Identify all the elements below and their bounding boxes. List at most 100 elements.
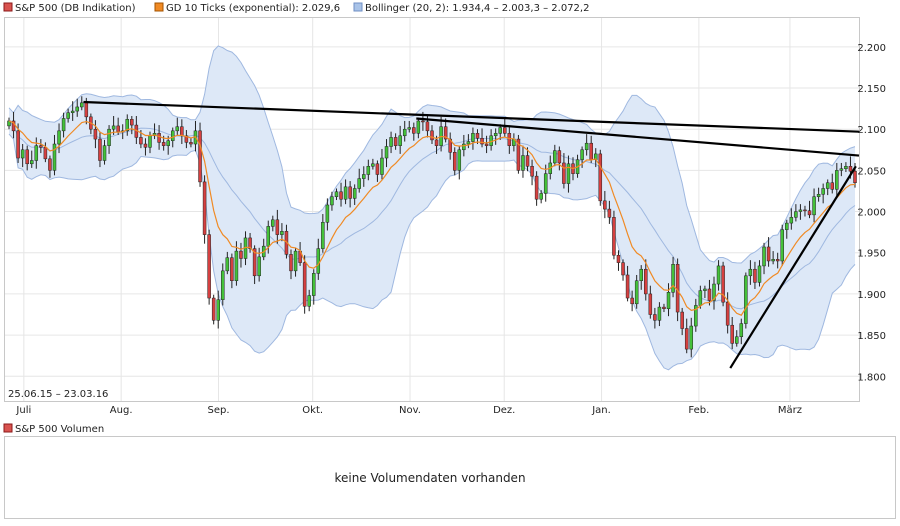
candlestick <box>366 159 371 181</box>
y-tick-label: 1.800 <box>857 372 886 383</box>
y-axis-ticks: 1.800 1.850 1.900 1.950 2.000 2.050 2.100 2.150… <box>857 43 886 383</box>
candle-body <box>316 248 321 274</box>
candlestick <box>798 204 803 220</box>
candlestick <box>739 318 744 345</box>
candlestick <box>521 145 525 178</box>
candlestick <box>484 135 489 154</box>
candlestick <box>248 232 252 253</box>
candle-body <box>330 196 334 206</box>
candlestick <box>61 112 66 138</box>
candle-body <box>757 265 762 283</box>
candlestick <box>671 256 675 298</box>
candlestick <box>725 292 730 334</box>
candlestick <box>375 160 380 182</box>
candlestick <box>516 134 521 174</box>
candlestick <box>7 117 11 130</box>
candle-body <box>43 147 48 160</box>
candlestick <box>207 229 211 305</box>
bollinger-band-fill <box>9 46 855 370</box>
candlestick <box>239 242 243 268</box>
candle-body <box>830 182 835 190</box>
candlesticks <box>7 96 857 358</box>
candle-body <box>170 130 175 141</box>
candlestick <box>425 114 430 138</box>
candlestick <box>380 148 384 180</box>
candle-body <box>812 196 816 216</box>
candlestick <box>143 138 148 156</box>
candle-body <box>762 246 766 267</box>
candlestick <box>553 144 557 167</box>
candlestick <box>748 260 753 285</box>
candle-body <box>675 264 680 313</box>
candle-body <box>621 262 625 276</box>
candle-body <box>634 280 639 305</box>
candlestick <box>107 125 111 154</box>
candlestick <box>821 183 825 204</box>
candlestick <box>807 200 812 219</box>
candlestick <box>70 101 75 121</box>
legend-label-bollinger: Bollinger (20, 2): 1.934,4 – 2.003,3 – 2… <box>365 3 589 14</box>
candle-body <box>425 121 430 132</box>
candle-body <box>407 127 412 130</box>
candle-body <box>216 299 220 321</box>
candlestick <box>311 269 316 305</box>
candle-body <box>157 133 161 143</box>
candlestick <box>352 184 357 205</box>
candlestick <box>785 219 789 239</box>
candlestick <box>839 162 844 177</box>
candle-body <box>339 191 343 200</box>
candle-body <box>666 292 671 310</box>
candlestick <box>771 251 775 265</box>
candle-body <box>507 133 512 146</box>
candle-body <box>184 135 189 143</box>
candlestick <box>202 175 207 244</box>
candlestick <box>16 123 20 163</box>
candlestick <box>230 253 234 289</box>
candlestick <box>753 261 757 289</box>
ema-line <box>8 120 856 316</box>
candle-body <box>348 186 352 199</box>
candle-body <box>835 170 839 190</box>
candle-body <box>580 149 584 160</box>
x-tick-label: Dez. <box>493 405 515 416</box>
candle-body <box>598 153 603 202</box>
candle-body <box>630 297 634 305</box>
y-tick-label: 1.950 <box>857 249 886 260</box>
candlestick <box>471 127 475 150</box>
candlestick <box>29 150 34 168</box>
candle-body <box>684 328 689 350</box>
candlestick <box>712 276 716 310</box>
candle-body <box>211 297 216 321</box>
candlestick <box>234 241 239 286</box>
candle-body <box>457 149 462 171</box>
candlestick <box>598 149 603 206</box>
legend-swatch-ema <box>154 2 164 12</box>
candle-body <box>93 128 98 140</box>
candlestick <box>721 261 725 307</box>
candlestick <box>694 298 698 332</box>
volume-legend-label: S&P 500 Volumen <box>15 424 104 435</box>
candlestick <box>648 285 653 319</box>
candle-body <box>653 314 657 321</box>
candle-body <box>371 163 375 167</box>
candlestick <box>830 173 835 194</box>
candlestick <box>102 139 107 165</box>
candle-body <box>25 149 29 165</box>
candle-body <box>362 174 366 179</box>
candle-body <box>484 143 489 146</box>
candle-body <box>848 166 853 172</box>
candle-body <box>780 229 784 262</box>
candlestick <box>393 133 398 150</box>
candle-body <box>644 268 648 295</box>
trendline <box>83 100 860 133</box>
candlestick <box>225 251 230 275</box>
candlestick <box>293 247 298 277</box>
candlestick <box>744 272 748 329</box>
candle-body <box>694 305 698 327</box>
candlestick <box>603 190 607 219</box>
candlestick <box>125 114 130 136</box>
candlestick <box>211 294 216 325</box>
candle-body <box>148 135 152 148</box>
candle-body <box>161 142 166 146</box>
candle-body <box>289 254 293 272</box>
